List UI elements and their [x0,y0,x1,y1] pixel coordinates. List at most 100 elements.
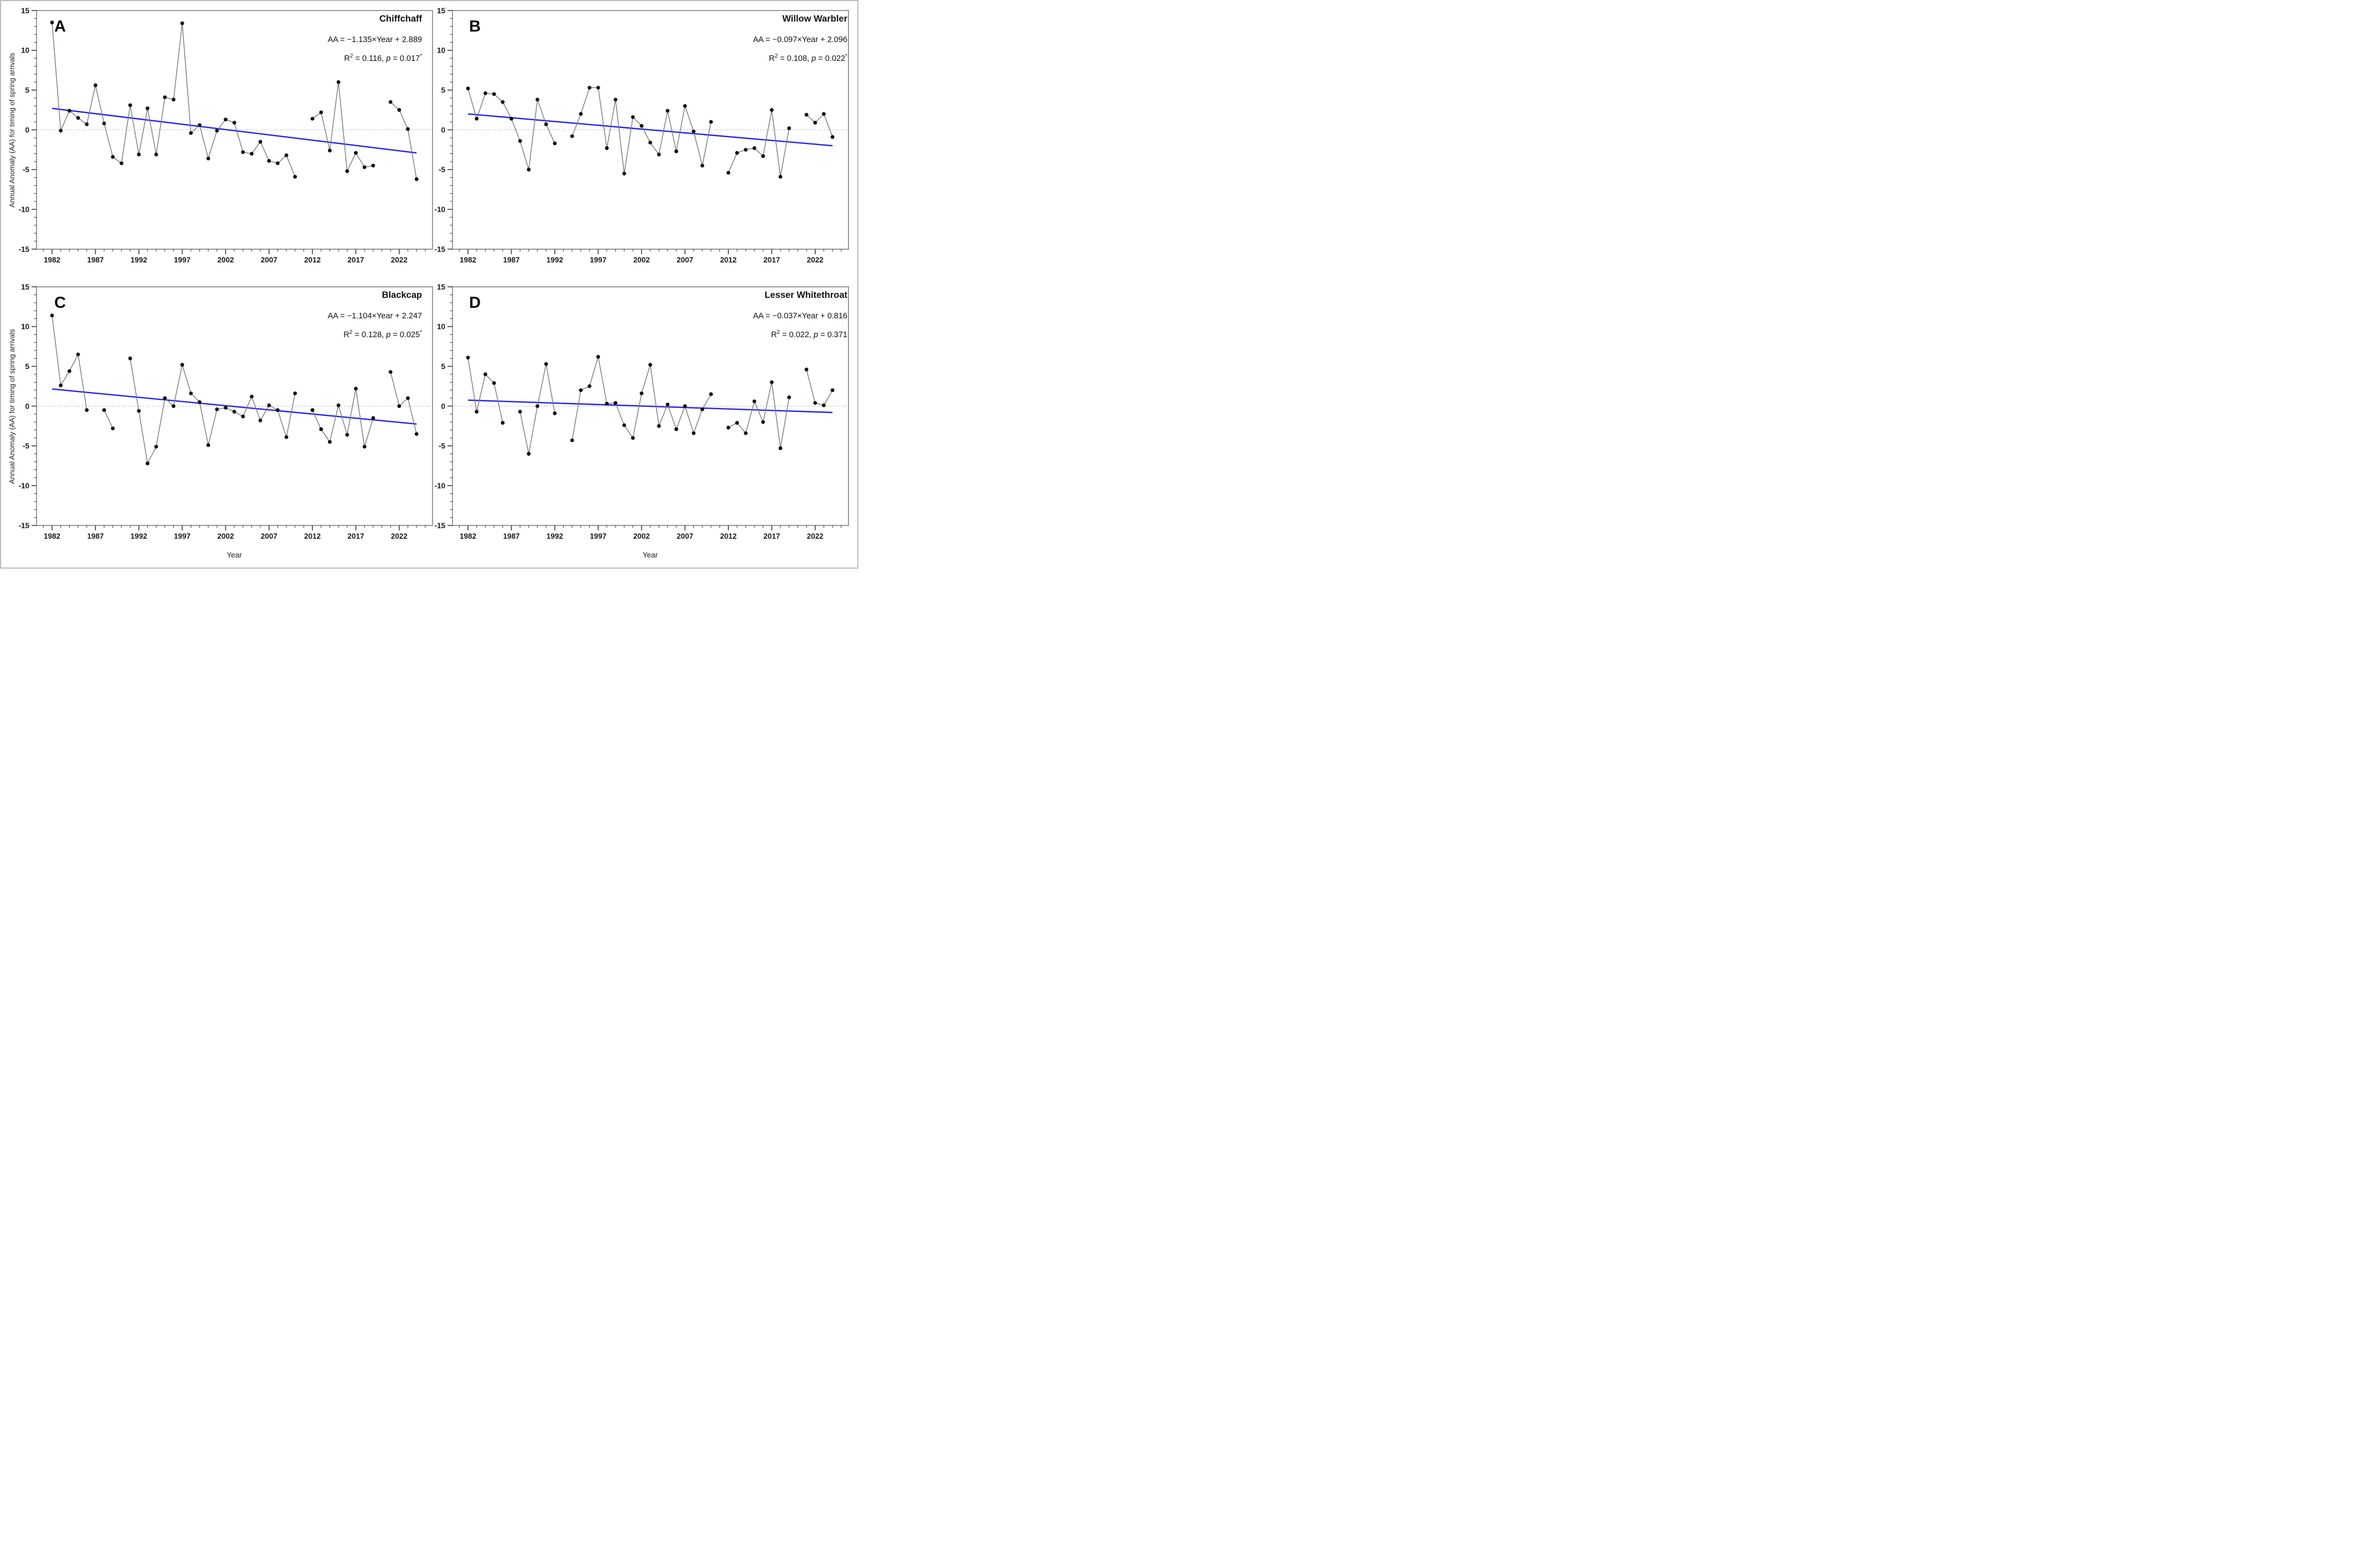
data-point-D-1989 [527,452,531,456]
p-value: = 0.022 [816,54,846,63]
data-point-C-1993 [145,461,150,466]
data-point-A-2014 [328,148,332,153]
data-point-B-2012 [726,171,731,175]
data-point-A-2023 [406,127,410,131]
data-point-A-2000 [206,156,210,161]
data-point-D-2024 [830,388,835,393]
series-line-B [572,87,712,174]
x-tick-label: 2007 [677,532,693,540]
x-tick-label: 1982 [44,256,60,264]
data-point-B-2005 [666,109,670,113]
data-point-B-1995 [579,112,583,116]
x-tick-label: 2017 [347,256,364,264]
data-point-C-1983 [59,383,63,388]
x-tick-label: 1997 [590,256,606,264]
data-point-B-2022 [813,121,817,125]
data-point-D-1991 [544,362,548,366]
data-point-D-2009 [700,407,704,411]
panel-c-species: Blackcap [382,290,422,300]
data-point-B-2015 [752,146,757,150]
y-tick-label: 5 [441,86,445,94]
data-point-A-1984 [67,109,71,113]
data-point-C-2012 [310,408,315,412]
data-point-B-1988 [518,139,522,143]
data-point-B-1996 [587,85,592,90]
panel-c-letter: C [54,294,66,312]
data-point-C-1995 [163,396,167,400]
data-point-A-2001 [215,128,219,133]
panel-a-species: Chiffchaff [379,14,422,24]
x-tick-label: 2022 [391,532,408,540]
series-line-C [312,388,374,447]
data-point-D-2010 [709,392,713,396]
significance-asterisk: * [420,329,422,336]
data-point-A-2005 [250,152,254,156]
data-point-D-2022 [813,401,817,405]
x-tick-label: 2007 [677,256,693,264]
data-point-C-2016 [345,432,349,437]
p-label: p [814,330,819,339]
r-sup: 2 [776,329,780,336]
data-point-A-2007 [267,159,271,163]
data-point-A-1994 [154,152,158,157]
series-line-D [806,369,833,406]
data-point-C-2008 [276,408,280,412]
y-tick-label: 0 [25,126,29,134]
x-tick-label: 1982 [44,532,60,540]
data-point-A-2016 [345,169,349,173]
data-point-B-2006 [674,149,678,153]
series-line-D [572,357,712,441]
y-tick-label: 5 [25,362,29,370]
data-point-C-2015 [336,403,341,408]
x-axis-title-right: Year [642,551,658,559]
data-point-D-2006 [674,427,678,431]
y-tick-label: -10 [434,482,445,490]
y-tick-label: 10 [437,323,445,331]
x-tick-label: 2002 [217,532,234,540]
data-point-B-2013 [735,151,739,155]
data-point-A-2024 [414,177,419,181]
data-point-C-2024 [414,432,419,436]
data-point-A-1987 [93,83,97,87]
data-point-C-2004 [241,414,245,419]
data-point-D-1982 [466,355,470,360]
p-label: p [386,330,391,339]
data-point-B-2009 [700,163,704,168]
data-point-D-2016 [761,420,765,424]
x-axis-title-left: Year [227,551,242,559]
x-tick-label: 1987 [503,256,520,264]
data-point-C-2013 [319,427,323,431]
y-tick-label: -5 [23,442,29,450]
data-point-D-2012 [726,425,731,430]
data-point-D-1986 [501,421,505,425]
data-point-D-2014 [744,431,748,435]
panel-b-letter: B [469,18,481,35]
series-line-D [728,382,790,448]
data-point-C-2006 [258,418,263,422]
y-tick-label: 15 [21,7,30,15]
x-tick-label: 2012 [304,532,321,540]
data-point-C-2003 [232,410,236,414]
y-tick-label: 10 [437,47,445,55]
data-point-D-1988 [518,410,522,414]
x-tick-label: 1992 [547,256,563,264]
data-point-D-2008 [692,431,696,435]
p-value: = 0.025 [390,330,420,339]
data-point-C-2002 [224,405,228,410]
data-point-B-2017 [770,108,774,112]
trend-line-A [52,107,417,154]
chart-canvas: -15 -10 -5 0 5 10 15 1982 1987 1992 1997 2002 2007 20… [18,7,849,540]
data-point-A-2015 [336,80,341,84]
y-tick-label: -15 [18,522,29,530]
y-tick-label: 15 [437,283,446,291]
y-axis-title-bottom: Annual Anomaly (AA) for timing of spring… [8,329,16,484]
y-tick-label: -10 [434,205,445,214]
significance-asterisk: * [845,53,847,59]
y-axis-title-top: Annual Anomaly (AA) for timing of spring… [8,53,16,208]
trend-line-D [467,399,833,414]
data-point-A-1982 [50,20,54,24]
r-sup: 2 [349,329,353,336]
data-point-D-2002 [640,391,644,395]
panel-c-header: Blackcap AA = −1.104×Year + 2.247 R2 = 0… [184,288,422,343]
data-point-A-2021 [388,100,393,104]
